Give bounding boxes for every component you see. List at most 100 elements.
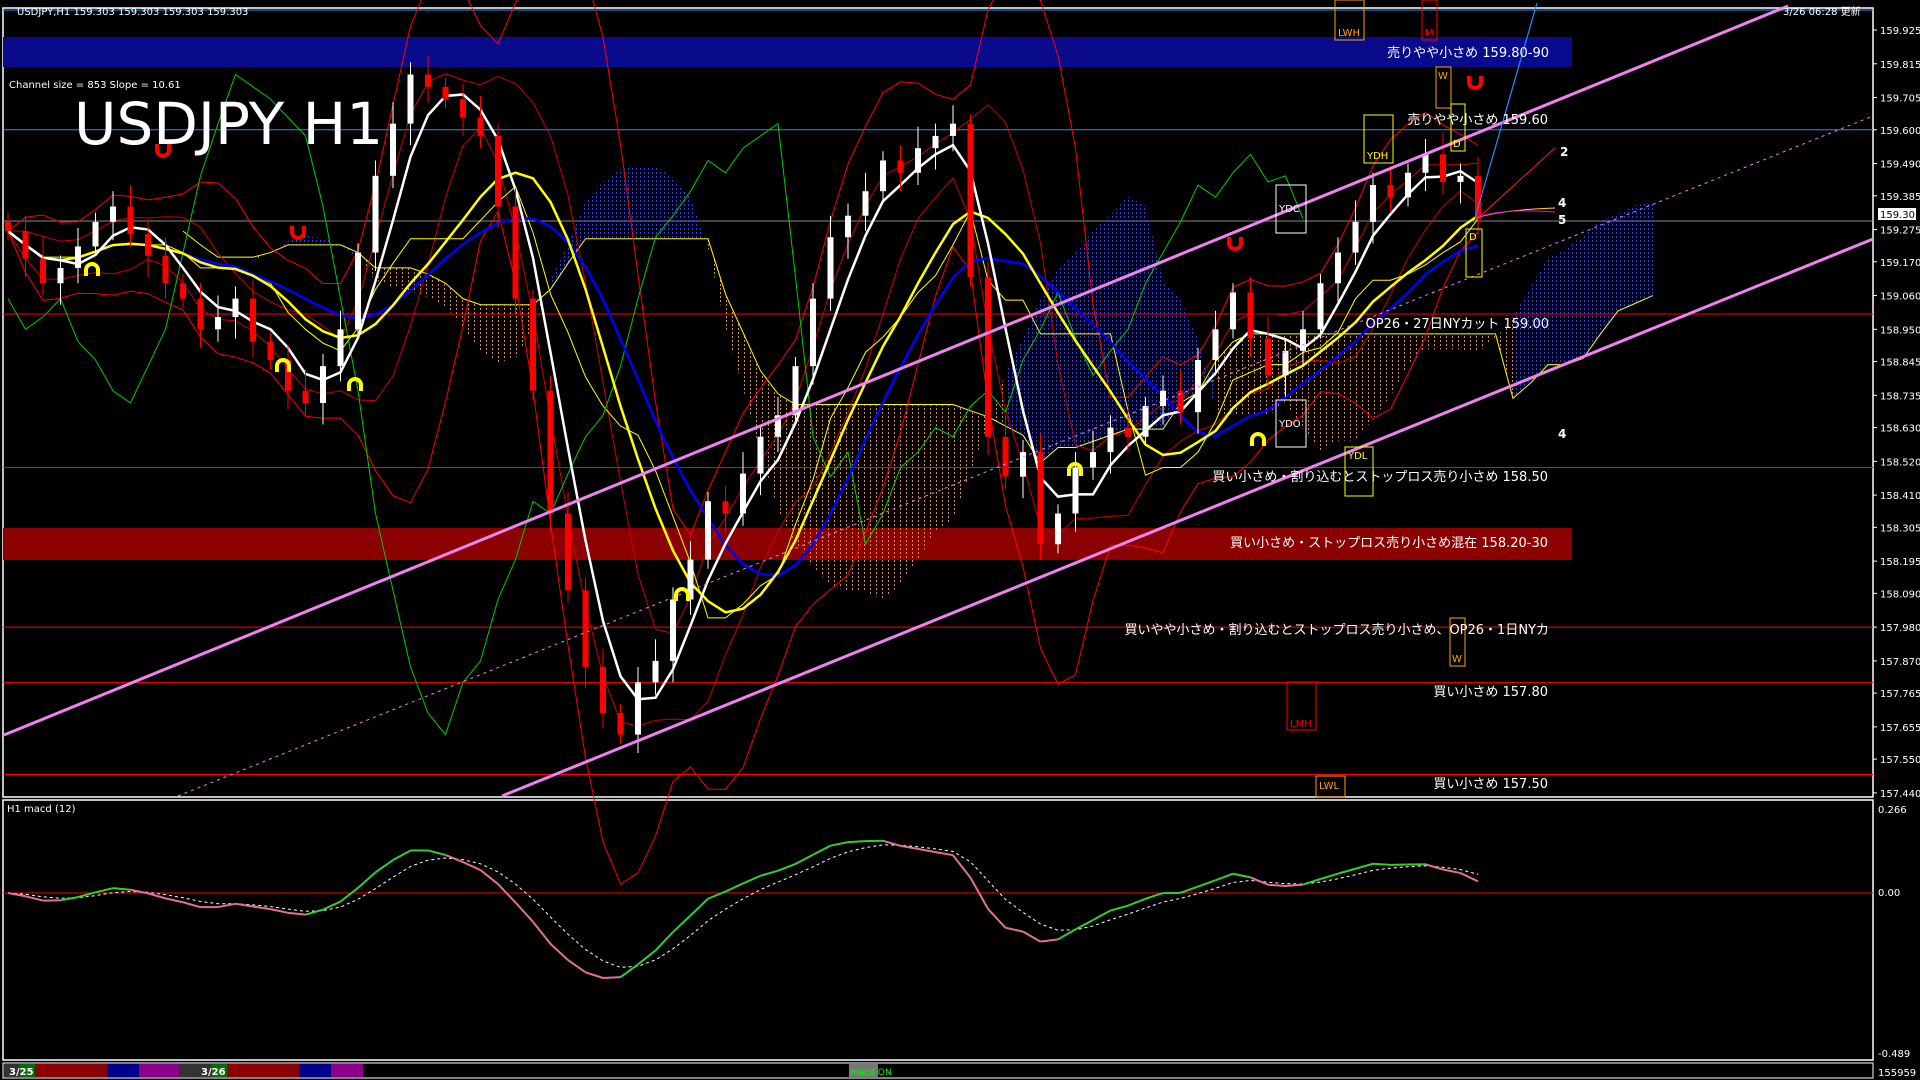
svg-text:M: M	[1425, 28, 1434, 39]
session-seg	[299, 1064, 331, 1077]
candle-body	[1037, 452, 1044, 545]
macd-line-segment	[479, 869, 499, 885]
candle-body	[1317, 283, 1324, 330]
macd-line-segment	[147, 892, 166, 900]
candle-body	[75, 246, 81, 268]
candle-body	[1335, 252, 1341, 284]
candle-body	[1125, 427, 1131, 437]
macd-line-segment	[60, 896, 79, 902]
steep-trend-line[interactable]	[1474, 2, 1538, 219]
ichimoku-cloud	[498, 304, 516, 363]
candle-body	[355, 252, 361, 330]
ichimoku-cloud	[305, 235, 323, 245]
candle-body	[145, 234, 151, 256]
axis-tick-label: 158.195	[1880, 557, 1920, 568]
svg-text:D: D	[1469, 232, 1477, 243]
buy-signal-icon	[1067, 462, 1083, 476]
candle-body	[1002, 436, 1009, 477]
level-box-d: D	[1450, 103, 1466, 152]
zone-label: 売りやや小さめ 159.60	[1407, 112, 1548, 128]
candle-body	[1142, 406, 1149, 437]
channel-upper-line[interactable]	[3, 4, 1789, 737]
ichimoku-cloud	[323, 237, 341, 245]
candle-body	[1387, 185, 1394, 198]
date-label: 3/25	[9, 1067, 34, 1078]
axis-tick-label: 159.385	[1880, 192, 1920, 203]
candle-body	[635, 682, 641, 735]
session-seg	[107, 1064, 139, 1077]
macd-line-segment	[339, 887, 359, 903]
buy-signal-icon	[347, 377, 363, 391]
channel-mid-line[interactable]	[177, 115, 1874, 797]
ichimoku-cloud	[270, 241, 288, 253]
ichimoku-cloud	[970, 410, 988, 473]
macd-zero-label: 0.00	[1878, 888, 1900, 899]
candle-body	[1072, 467, 1079, 514]
projection-label: 4	[1558, 427, 1566, 441]
ichimoku-cloud	[743, 332, 761, 453]
macd-line-segment	[1285, 883, 1304, 887]
macd-line-segment	[1005, 926, 1024, 933]
ma-yellow	[7, 171, 1479, 614]
ichimoku-cloud	[935, 404, 953, 531]
update-timestamp: 3/26 06:28 更新	[1783, 5, 1861, 18]
ichimoku-cloud	[865, 404, 883, 600]
session-seg	[20, 1064, 35, 1077]
ichimoku-cloud	[1390, 333, 1408, 397]
axis-tick-label: 157.550	[1880, 755, 1920, 766]
channel-lower-line[interactable]	[501, 237, 1874, 798]
candle-body	[337, 329, 344, 367]
ichimoku-cloud	[1355, 333, 1373, 441]
ichimoku-cloud	[655, 165, 673, 239]
current-price-marker: 159.303	[1878, 208, 1920, 221]
macd-line-segment	[25, 895, 44, 902]
ichimoku-cloud	[708, 238, 726, 328]
macd-line-segment	[689, 898, 709, 917]
session-seg	[139, 1064, 179, 1077]
svg-text:LWL: LWL	[1319, 781, 1340, 792]
candle-body	[302, 390, 309, 404]
candle-body	[722, 501, 729, 514]
candle-body	[547, 390, 554, 514]
sell-signal-icon	[290, 226, 306, 240]
ichimoku-cloud	[1373, 333, 1391, 420]
macd-line-segment	[182, 901, 201, 909]
macd-line-segment	[1215, 872, 1234, 882]
session-seg	[179, 1064, 212, 1077]
macd-line-segment	[1302, 878, 1321, 886]
macd-line-segment	[1022, 930, 1041, 943]
candle-body	[1247, 292, 1254, 339]
macd-line-segment	[1075, 919, 1094, 931]
macd-line-segment	[322, 900, 341, 911]
macd-line-segment	[112, 887, 131, 891]
channel-info: Channel size = 853 Slope = 10.61	[9, 80, 181, 91]
candle-body	[775, 415, 781, 437]
sell-signal-icon	[1227, 237, 1243, 251]
level-box-w: W	[1435, 66, 1452, 109]
macd-toggle-button[interactable]: macd ON	[849, 1064, 892, 1078]
candle-body	[652, 660, 659, 683]
candle-body	[1107, 427, 1114, 453]
ichimoku-cloud	[725, 294, 743, 389]
ichimoku-cloud	[1040, 267, 1058, 463]
candle-body	[110, 206, 116, 222]
candle-body	[1195, 360, 1201, 413]
macd-line-segment	[305, 908, 324, 916]
sell-zone-band	[3, 37, 1572, 67]
ichimoku-cloud	[1565, 235, 1583, 365]
zone-label: 買いやや小さめ・割り込むとストップロス売り小さめ、OP26・1日NYカ	[1124, 622, 1549, 638]
ichimoku-cloud	[673, 177, 691, 239]
candle-body	[932, 135, 939, 149]
candle-body	[915, 148, 921, 173]
candle-body	[862, 191, 869, 216]
candle-body	[1212, 329, 1219, 361]
macd-line-segment	[217, 902, 236, 909]
macd-line-segment	[725, 882, 744, 893]
chart-watermark: USDJPY H1	[74, 90, 383, 158]
ichimoku-cloud	[253, 252, 271, 262]
level-box-d2: D	[1465, 228, 1483, 278]
candle-body	[1282, 350, 1289, 376]
ichimoku-cloud	[1583, 220, 1601, 359]
macd-line-segment	[654, 931, 674, 952]
zone-label: 買い小さめ・割り込むとストップロス売り小さめ 158.50	[1212, 469, 1548, 485]
